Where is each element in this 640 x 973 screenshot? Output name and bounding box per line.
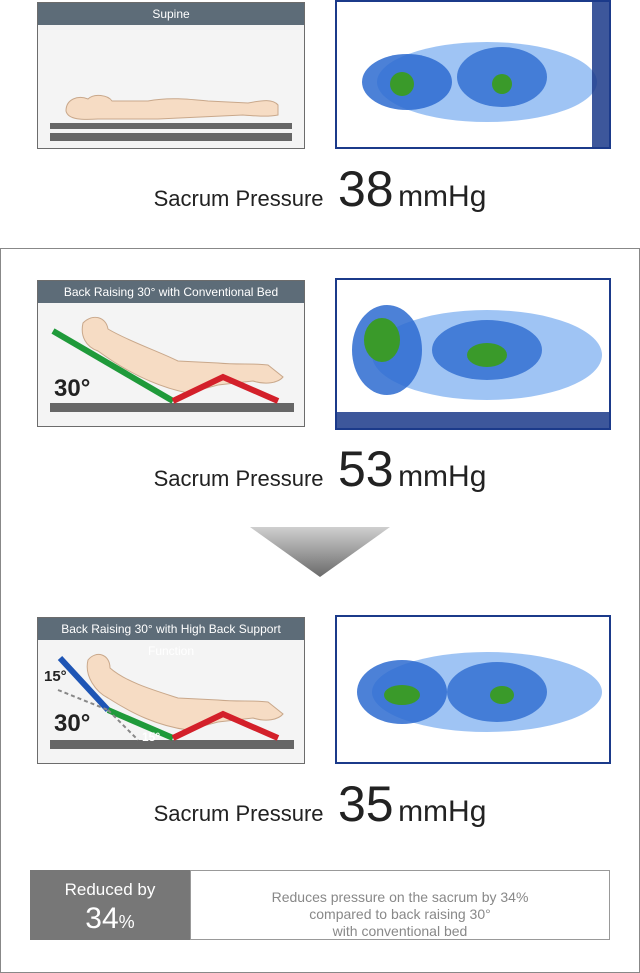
upper-back-segment — [57, 655, 111, 713]
conventional-edge — [337, 412, 609, 428]
angle-label: 30° — [54, 375, 91, 402]
supine-pressure-readout: Sacrum Pressure 38 mmHg — [0, 160, 640, 218]
pressure-label: Sacrum Pressure — [153, 466, 324, 491]
pressure-label: Sacrum Pressure — [153, 801, 324, 826]
support-illustration — [50, 653, 294, 749]
reduced-unit: % — [118, 912, 135, 932]
mattress-bottom — [50, 133, 292, 141]
description-line: with conventional bed — [332, 923, 468, 939]
lower-angle-label: 15° — [142, 730, 161, 744]
description-line: compared to back raising 30° — [309, 906, 491, 922]
support-high-zone — [384, 685, 420, 705]
pressure-unit: mmHg — [398, 180, 487, 213]
reduced-value: 34 — [85, 902, 119, 935]
description-line: Reduces pressure on the sacrum by 34% — [271, 889, 529, 905]
conventional-high-zone — [364, 318, 400, 362]
supine-edge — [592, 2, 609, 147]
supine-person — [65, 94, 279, 120]
pressure-value: 35 — [337, 776, 394, 832]
backrest-line — [51, 328, 175, 404]
support-pressure-readout: Sacrum Pressure 35 mmHg — [0, 775, 640, 833]
supine-high-zone — [390, 72, 414, 96]
reduction-description: Reduces pressure on the sacrum by 34% co… — [190, 870, 610, 940]
conventional-panel: Back Raising 30° with Conventional Bed 3… — [37, 280, 305, 427]
support-person — [86, 653, 284, 731]
reduced-badge: Reduced by 34% — [30, 870, 190, 940]
conventional-person — [81, 316, 284, 394]
conventional-title: Back Raising 30° with Conventional Bed — [38, 281, 304, 303]
supine-panel: Supine — [37, 2, 305, 149]
bed-base — [50, 403, 294, 412]
mattress-top — [50, 123, 292, 129]
pressure-value: 53 — [337, 441, 394, 497]
support-pressure-map — [335, 615, 611, 764]
supine-pressure-map — [335, 0, 611, 149]
supine-illustration — [50, 94, 292, 141]
pressure-unit: mmHg — [398, 460, 487, 493]
reference-line — [57, 689, 109, 711]
reduced-label: Reduced by — [64, 880, 156, 899]
support-high-zone-2 — [490, 686, 514, 704]
lower-back-segment — [106, 707, 175, 741]
pressure-label: Sacrum Pressure — [153, 186, 324, 211]
legrest-line — [171, 710, 280, 741]
support-panel: Back Raising 30° with High Back Support … — [37, 617, 305, 764]
conventional-pressure-map — [335, 278, 611, 430]
supine-high-zone-2 — [492, 74, 512, 94]
support-title: Back Raising 30° with High Back Support … — [38, 618, 304, 658]
conventional-illustration — [50, 316, 294, 412]
legrest-line — [171, 373, 280, 404]
pressure-value: 38 — [337, 161, 394, 217]
upper-angle-label: 15° — [44, 668, 67, 685]
bed-base — [50, 740, 294, 749]
conventional-high-zone-2 — [467, 343, 507, 367]
conventional-pressure-readout: Sacrum Pressure 53 mmHg — [0, 440, 640, 498]
supine-title: Supine — [38, 3, 304, 25]
angle-label: 30° — [54, 710, 91, 737]
pressure-unit: mmHg — [398, 795, 487, 828]
reference-line-2 — [107, 709, 139, 741]
reduced-amount: 34% — [30, 902, 190, 936]
down-arrow-icon — [250, 527, 390, 577]
